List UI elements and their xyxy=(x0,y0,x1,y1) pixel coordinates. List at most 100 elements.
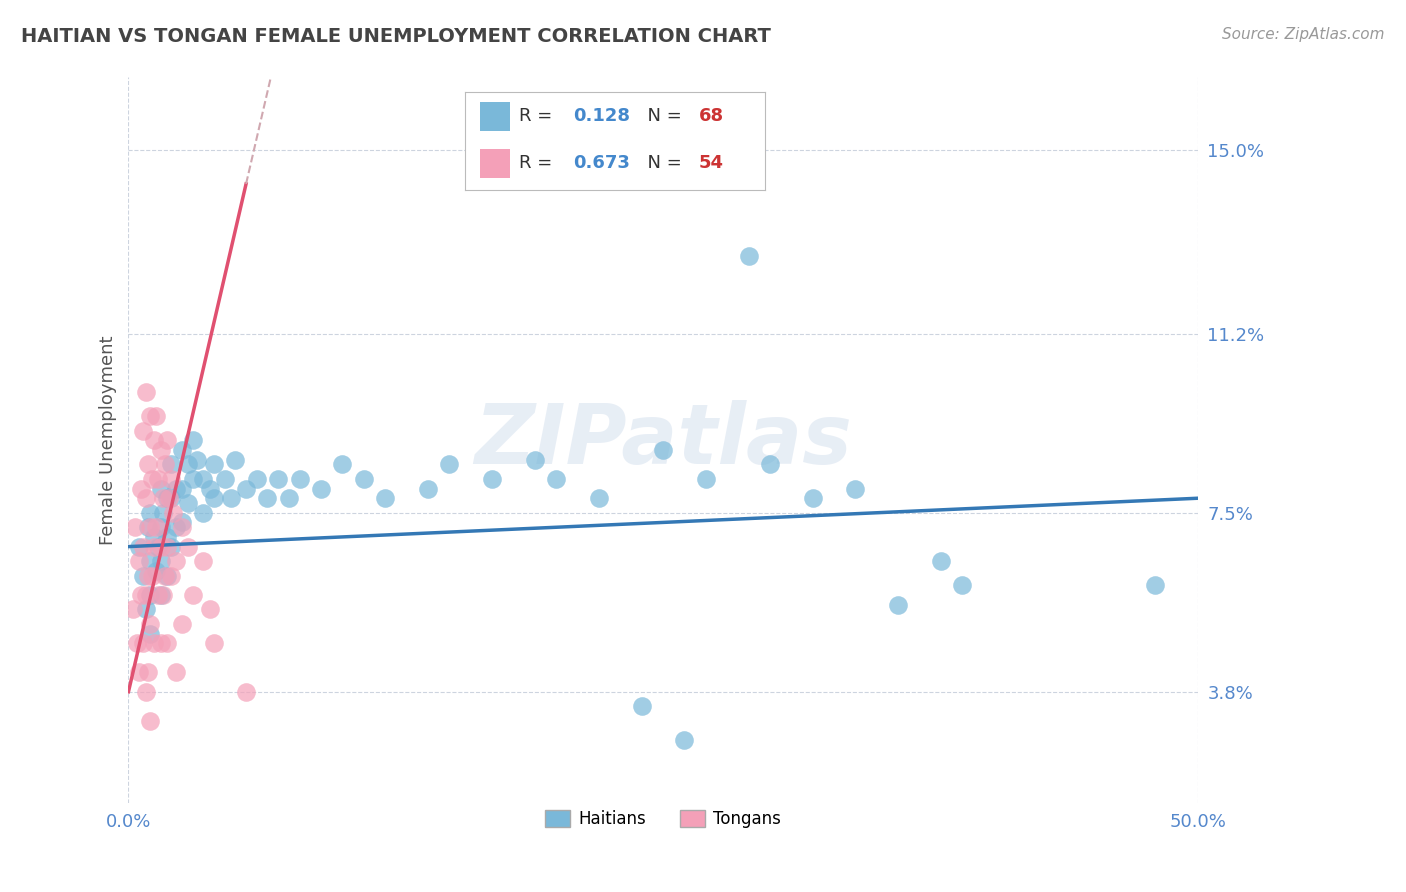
Point xyxy=(224,452,246,467)
Point xyxy=(139,714,162,728)
Point xyxy=(193,506,215,520)
Point xyxy=(630,699,652,714)
Point xyxy=(156,636,179,650)
Point xyxy=(170,516,193,530)
Point xyxy=(160,540,183,554)
Point xyxy=(374,491,396,506)
Point xyxy=(135,491,157,506)
Point xyxy=(177,458,200,472)
Point xyxy=(139,554,162,568)
Point xyxy=(128,554,150,568)
Point xyxy=(149,482,172,496)
Point xyxy=(186,452,208,467)
Point xyxy=(235,684,257,698)
Point xyxy=(170,482,193,496)
Point xyxy=(136,458,159,472)
Legend: Haitians, Tongans: Haitians, Tongans xyxy=(538,803,787,835)
Point xyxy=(177,540,200,554)
Point xyxy=(135,602,157,616)
Point xyxy=(139,588,162,602)
Point xyxy=(148,540,170,554)
Point xyxy=(193,472,215,486)
Point xyxy=(136,520,159,534)
Point xyxy=(162,506,184,520)
Point xyxy=(149,442,172,457)
Point xyxy=(801,491,824,506)
Point xyxy=(128,665,150,680)
Point xyxy=(1143,578,1166,592)
Point xyxy=(353,472,375,486)
Point xyxy=(135,588,157,602)
Point xyxy=(160,458,183,472)
Point xyxy=(181,588,204,602)
Point xyxy=(135,684,157,698)
Point xyxy=(139,506,162,520)
Point xyxy=(139,409,162,423)
Point xyxy=(149,636,172,650)
Point xyxy=(139,626,162,640)
Point xyxy=(160,568,183,582)
Point xyxy=(887,598,910,612)
Point xyxy=(149,588,172,602)
Text: Source: ZipAtlas.com: Source: ZipAtlas.com xyxy=(1222,27,1385,42)
Point xyxy=(139,617,162,632)
Point xyxy=(181,433,204,447)
Point xyxy=(288,472,311,486)
Point xyxy=(214,472,236,486)
Point xyxy=(132,636,155,650)
Point xyxy=(170,520,193,534)
Point xyxy=(165,520,187,534)
Point xyxy=(844,482,866,496)
Y-axis label: Female Unemployment: Female Unemployment xyxy=(100,335,117,545)
Point xyxy=(416,482,439,496)
Point xyxy=(165,482,187,496)
Point xyxy=(136,568,159,582)
Point xyxy=(156,491,179,506)
Point xyxy=(165,554,187,568)
Text: ZIPatlas: ZIPatlas xyxy=(474,400,852,481)
Point xyxy=(132,568,155,582)
Point xyxy=(136,665,159,680)
Point xyxy=(267,472,290,486)
Point xyxy=(523,452,546,467)
Point xyxy=(143,433,166,447)
Point xyxy=(219,491,242,506)
Point xyxy=(165,665,187,680)
Point xyxy=(246,472,269,486)
Point xyxy=(121,602,143,616)
Point xyxy=(170,617,193,632)
Point xyxy=(277,491,299,506)
Point xyxy=(929,554,952,568)
Point xyxy=(125,636,148,650)
Point xyxy=(309,482,332,496)
Point xyxy=(198,602,221,616)
Point xyxy=(139,520,162,534)
Point xyxy=(132,424,155,438)
Point xyxy=(160,491,183,506)
Point xyxy=(330,458,353,472)
Point xyxy=(152,506,174,520)
Point xyxy=(673,733,696,747)
Point xyxy=(950,578,973,592)
Point xyxy=(156,540,179,554)
Point xyxy=(152,491,174,506)
Point xyxy=(149,520,172,534)
Point xyxy=(148,588,170,602)
Text: HAITIAN VS TONGAN FEMALE UNEMPLOYMENT CORRELATION CHART: HAITIAN VS TONGAN FEMALE UNEMPLOYMENT CO… xyxy=(21,27,770,45)
Point xyxy=(129,588,152,602)
Point xyxy=(124,520,146,534)
Point xyxy=(141,568,163,582)
Point xyxy=(149,540,172,554)
Point xyxy=(198,482,221,496)
Point xyxy=(737,249,759,263)
Point xyxy=(153,458,176,472)
Point xyxy=(181,472,204,486)
Point xyxy=(143,540,166,554)
Point xyxy=(143,636,166,650)
Point xyxy=(156,568,179,582)
Point xyxy=(145,520,167,534)
Point xyxy=(132,540,155,554)
Point xyxy=(481,472,503,486)
Point xyxy=(128,540,150,554)
Point xyxy=(143,530,166,544)
